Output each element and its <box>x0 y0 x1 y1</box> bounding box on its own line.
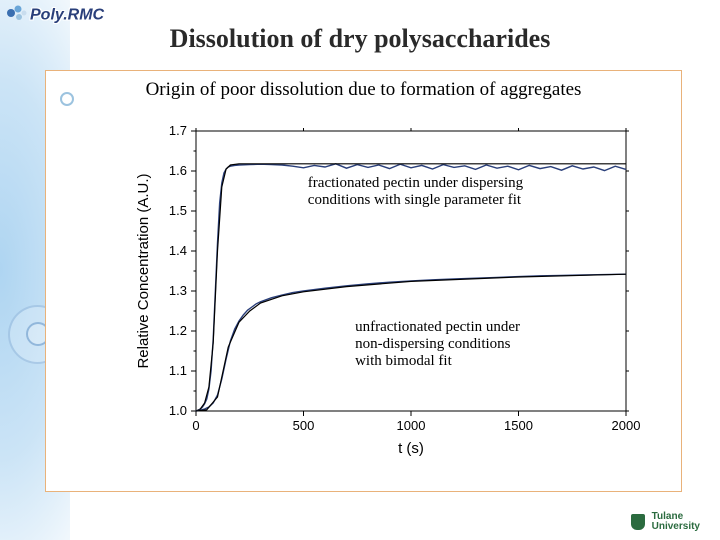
chart-annotation: unfractionated pectin under <box>355 319 520 335</box>
logo-text: Poly.RMC <box>30 7 104 24</box>
svg-text:1000: 1000 <box>397 418 426 433</box>
svg-text:1.5: 1.5 <box>169 203 187 218</box>
svg-text:1.6: 1.6 <box>169 163 187 178</box>
footer-line2: University <box>652 521 700 532</box>
svg-text:1.7: 1.7 <box>169 123 187 138</box>
svg-text:t (s): t (s) <box>398 440 424 457</box>
svg-text:1500: 1500 <box>504 418 533 433</box>
chart-annotation: non-dispersing conditions <box>355 336 511 352</box>
svg-text:500: 500 <box>293 418 315 433</box>
svg-text:1.2: 1.2 <box>169 323 187 338</box>
chart-annotation: fractionated pectin under dispersing <box>308 175 524 191</box>
slide-root: Poly.RMC Dissolution of dry polysacchari… <box>0 0 720 540</box>
panel-subtitle: Origin of poor dissolution due to format… <box>46 79 681 101</box>
content-panel: Origin of poor dissolution due to format… <box>45 70 682 492</box>
svg-text:Relative Concentration (A.U.): Relative Concentration (A.U.) <box>135 173 152 368</box>
shield-icon <box>631 514 645 530</box>
dissolution-chart: 1.0 1.1 1.2 1.3 1.4 1.5 1.6 1.7 0 500 1000 1500 2000… <box>126 121 646 461</box>
page-title: Dissolution of dry polysaccharides <box>0 24 720 54</box>
chart-annotation: conditions with single parameter fit <box>308 192 522 208</box>
chart-annotation: with bimodal fit <box>355 353 452 369</box>
footer-university-logo: Tulane University <box>631 512 700 532</box>
svg-text:1.4: 1.4 <box>169 243 187 258</box>
svg-text:1.1: 1.1 <box>169 363 187 378</box>
svg-text:2000: 2000 <box>612 418 641 433</box>
chart-container: 1.0 1.1 1.2 1.3 1.4 1.5 1.6 1.7 0 500 1000 1500 2000… <box>126 121 646 461</box>
svg-text:1.3: 1.3 <box>169 283 187 298</box>
bullet-ring-icon <box>60 92 74 106</box>
svg-text:1.0: 1.0 <box>169 403 187 418</box>
svg-text:0: 0 <box>192 418 199 433</box>
